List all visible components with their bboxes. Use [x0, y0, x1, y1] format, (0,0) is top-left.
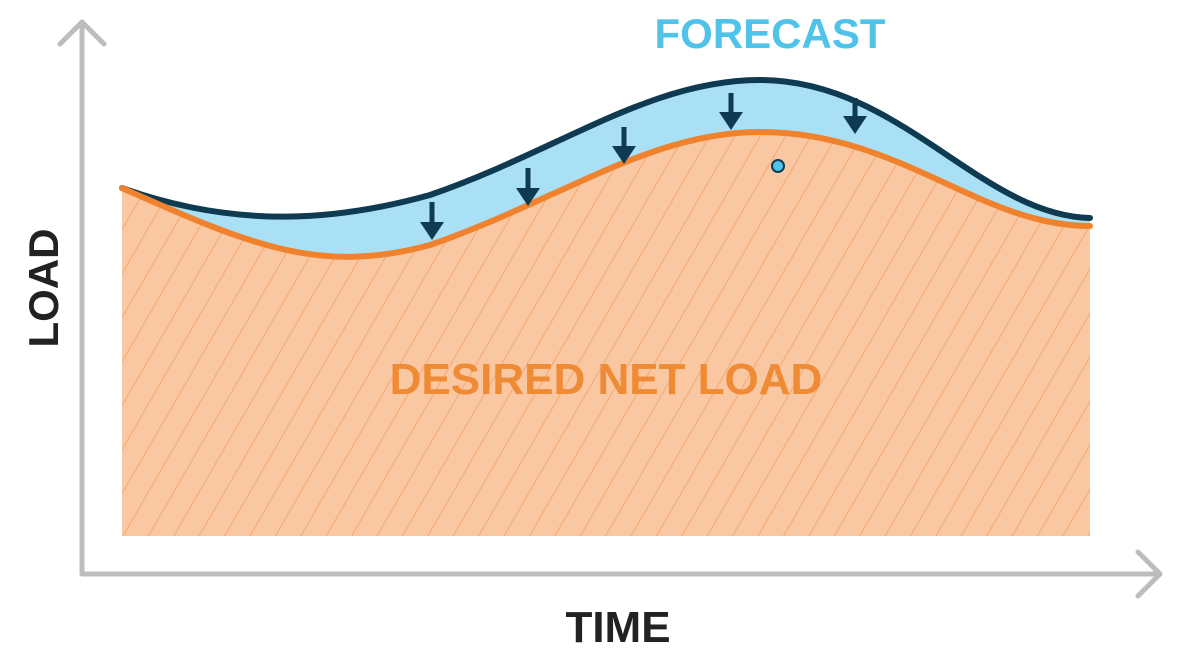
dot-marker [771, 159, 785, 173]
down-arrow-icon [420, 202, 444, 240]
forecast-label: FORECAST [655, 10, 886, 57]
x-axis-arrowhead [1135, 549, 1163, 599]
y-axis-arrowhead [57, 19, 107, 47]
y-axis-label: LOAD [20, 229, 67, 348]
net-load-line [119, 128, 1093, 260]
down-arrow-icon [719, 93, 743, 130]
down-arrow-icon [516, 168, 540, 206]
x-axis-label: TIME [565, 603, 670, 648]
net-load-hatch [122, 132, 1090, 536]
forecast-line [119, 76, 1093, 221]
axes [57, 19, 1163, 599]
down-arrow-icon [843, 98, 867, 134]
reduction-arrows [420, 93, 867, 240]
down-arrow-icon [612, 127, 636, 164]
desired-net-load-label: DESIRED NET LOAD [390, 355, 823, 404]
